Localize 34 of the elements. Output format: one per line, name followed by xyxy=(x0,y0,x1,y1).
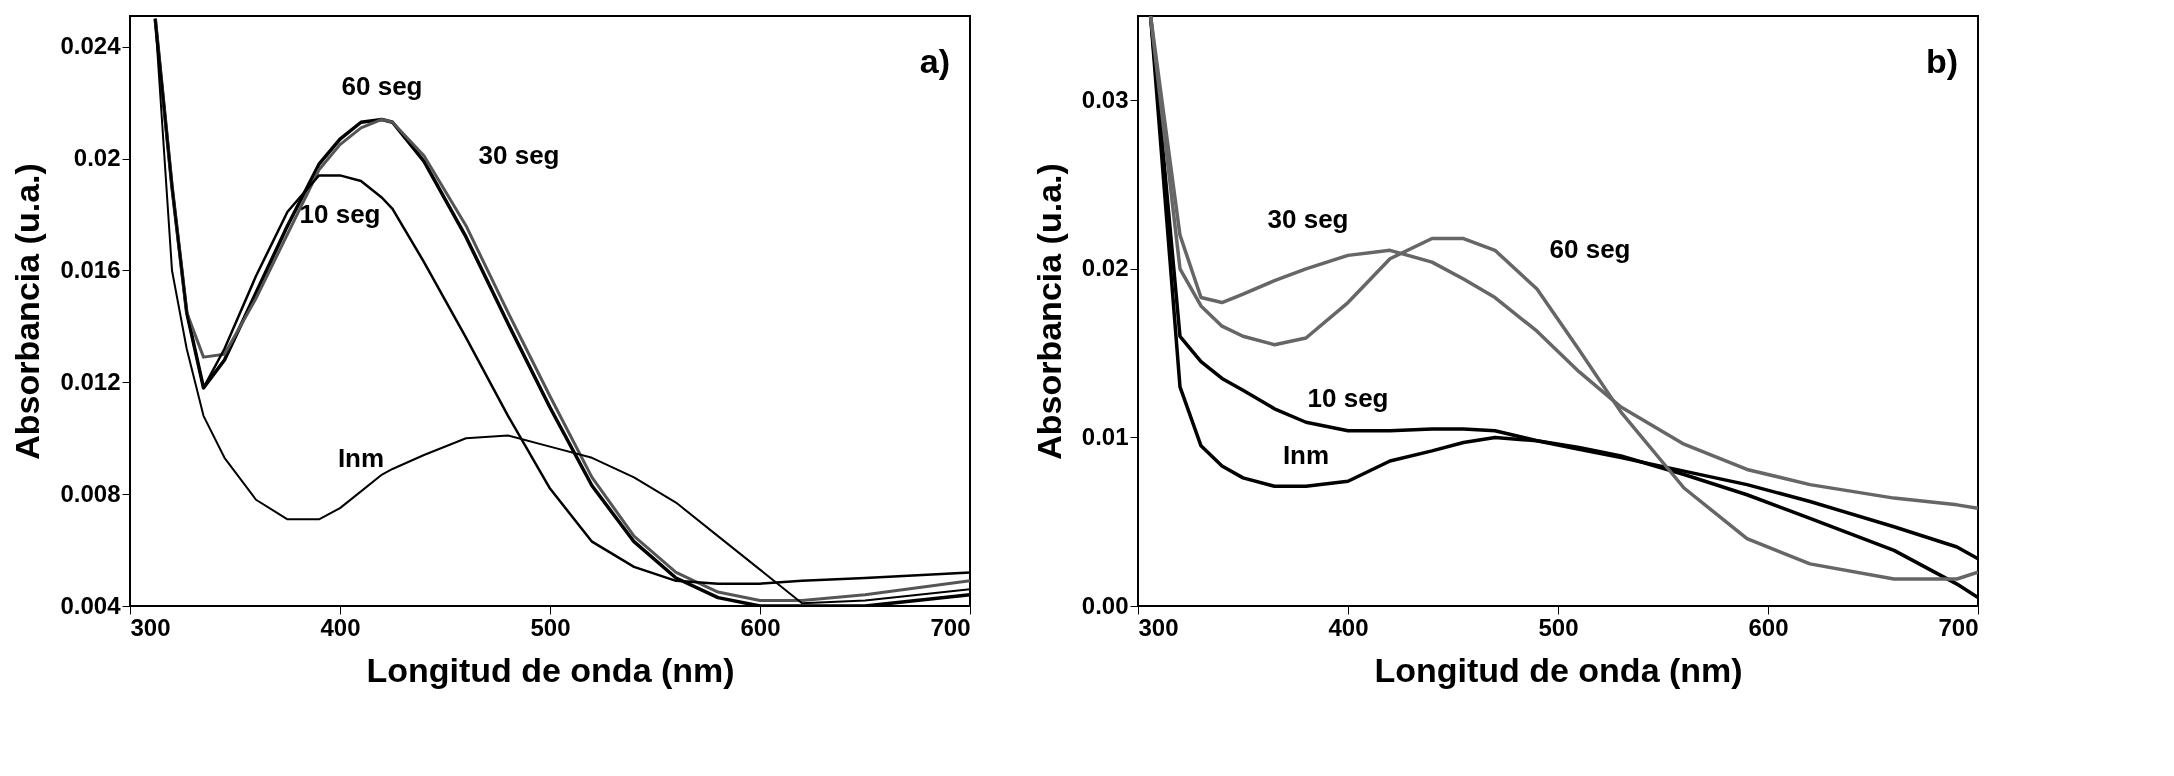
series-label: 10 seg xyxy=(299,199,381,230)
series-label: 10 seg xyxy=(1307,382,1389,413)
x-tick-label: 500 xyxy=(1538,613,1579,641)
x-tick-label: 600 xyxy=(1748,613,1789,641)
x-tick-label: 300 xyxy=(1138,613,1179,641)
y-tick-label: 0.008 xyxy=(60,479,121,507)
x-tick-label: 500 xyxy=(530,613,571,641)
annotation: b) xyxy=(1925,42,1958,80)
x-tick-label: 300 xyxy=(130,613,171,641)
annotation: a) xyxy=(919,42,950,80)
x-tick-label: 700 xyxy=(1938,613,1979,641)
y-axis-title: Absorbancia (u.a.) xyxy=(8,163,47,460)
series-label: 60 seg xyxy=(341,71,423,102)
y-tick-label: 0.024 xyxy=(60,32,122,60)
x-tick-label: 400 xyxy=(1328,613,1369,641)
y-tick-label: 0.016 xyxy=(60,255,121,283)
x-tick-label: 700 xyxy=(930,613,971,641)
y-tick-label: 0.02 xyxy=(1081,254,1129,282)
y-tick-label: 0.03 xyxy=(1081,85,1129,113)
x-axis-title: Longitud de onda (nm) xyxy=(366,650,735,689)
series-label: Inm xyxy=(337,443,385,474)
series-label: 60 seg xyxy=(1549,234,1631,265)
y-tick-label: 0.012 xyxy=(60,367,121,395)
y-tick-label: 0.02 xyxy=(73,144,121,172)
y-tick-label: 0.00 xyxy=(1081,591,1129,619)
y-tick-label: 0.004 xyxy=(60,591,122,619)
y-tick-label: 0.01 xyxy=(1081,422,1129,450)
x-tick-label: 600 xyxy=(740,613,781,641)
x-tick-label: 400 xyxy=(320,613,361,641)
x-axis-title: Longitud de onda (nm) xyxy=(1374,650,1743,689)
series-label: 30 seg xyxy=(478,139,560,170)
y-axis-title: Absorbancia (u.a.) xyxy=(1029,163,1068,460)
series-label: 30 seg xyxy=(1267,204,1349,235)
series-label: Inm xyxy=(1282,440,1330,471)
